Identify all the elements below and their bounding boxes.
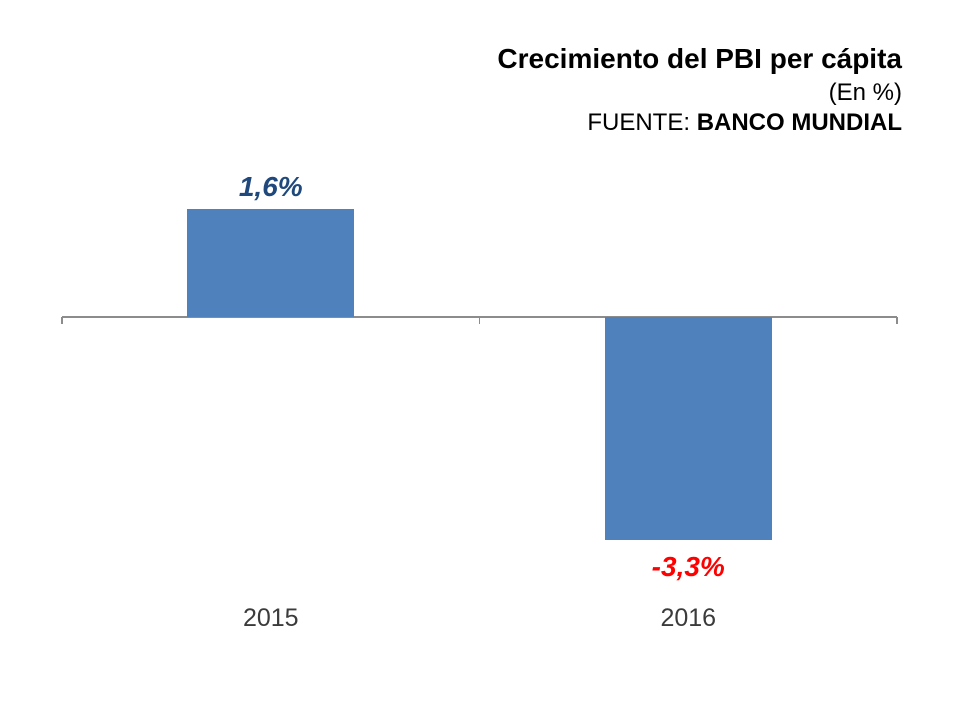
value-label-2015: 1,6%: [238, 171, 303, 202]
x-axis-tick: [896, 317, 898, 324]
bar-2016: [604, 317, 772, 540]
category-label-2016: 2016: [660, 604, 717, 632]
x-axis-tick: [61, 317, 63, 324]
chart-title: Crecimiento del PBI per cápita: [497, 43, 902, 74]
bar-2015: [187, 209, 355, 317]
source-name-label: BANCO MUNDIAL: [696, 109, 902, 136]
chart-source: FUENTE: BANCO MUNDIAL: [497, 108, 902, 138]
x-axis-tick: [478, 317, 481, 324]
value-label-2016: -3,3%: [651, 550, 725, 582]
chart-subtitle: (En %): [828, 79, 902, 106]
chart-header: Crecimiento del PBI per cápita (En %) FU…: [497, 40, 902, 138]
source-prefix-label: FUENTE:: [587, 109, 697, 136]
category-label-2015: 2015: [242, 604, 299, 632]
